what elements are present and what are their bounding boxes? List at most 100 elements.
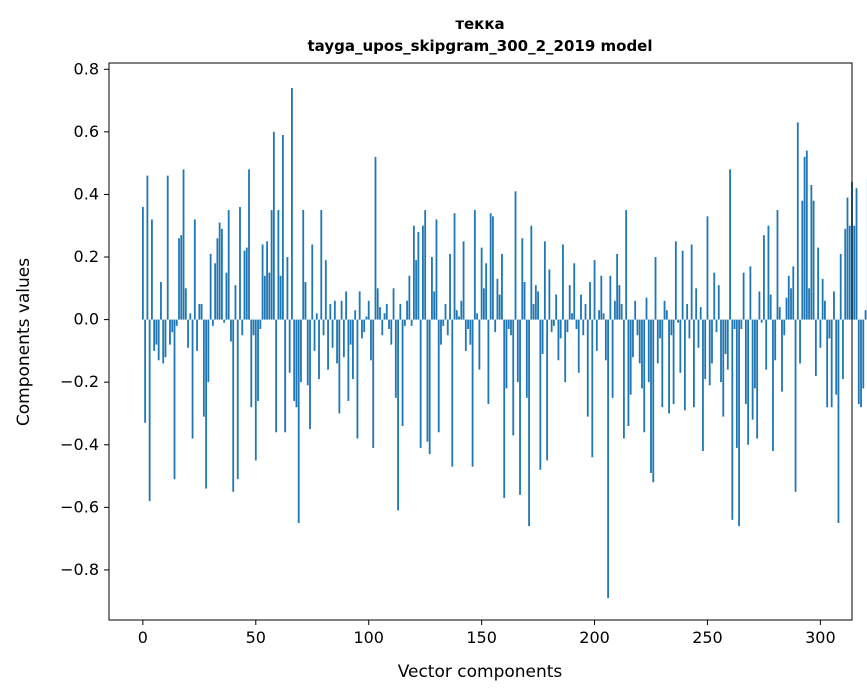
bar-272 [756, 319, 759, 439]
bar-15 [175, 319, 178, 326]
bar-147 [473, 210, 476, 320]
bar-159 [501, 253, 503, 320]
bar-319 [862, 319, 865, 389]
bar-53 [261, 244, 264, 320]
bar-134 [444, 303, 447, 320]
bar-202 [598, 310, 600, 320]
bar-104 [376, 288, 379, 320]
bar-75 [311, 244, 314, 320]
bar-299 [817, 247, 820, 320]
x-axis-label: Vector components [398, 662, 563, 682]
x-tick-label: 0 [138, 628, 148, 647]
bar-73 [306, 319, 309, 386]
bar-266 [742, 272, 745, 320]
bar-105 [379, 307, 381, 320]
bar-21 [189, 313, 192, 320]
bar-66 [291, 88, 293, 320]
bar-13 [171, 319, 174, 333]
bar-101 [370, 319, 372, 361]
bar-3 [148, 319, 151, 502]
bar-117 [406, 300, 409, 320]
bar-247 [699, 307, 702, 320]
bar-210 [616, 253, 619, 320]
bar-203 [600, 275, 603, 320]
bar-89 [342, 319, 345, 358]
bar-139 [455, 310, 458, 320]
bar-58 [272, 131, 275, 320]
bar-214 [625, 210, 628, 320]
bar-174 [534, 285, 537, 320]
bar-140 [458, 316, 460, 320]
bar-14 [173, 319, 176, 480]
bar-233 [668, 319, 670, 414]
bar-4 [151, 219, 153, 320]
bar-19 [184, 288, 187, 320]
bar-55 [266, 241, 268, 320]
bar-69 [297, 319, 300, 523]
bar-153 [487, 319, 490, 405]
bar-52 [259, 319, 262, 329]
bar-77 [315, 313, 318, 320]
bar-243 [690, 244, 693, 320]
bar-103 [374, 156, 377, 320]
y-tick-label: −0.8 [60, 560, 99, 579]
bar-268 [747, 319, 750, 445]
bar-165 [514, 191, 517, 320]
bar-208 [611, 319, 614, 398]
bar-112 [394, 319, 397, 398]
bar-164 [512, 319, 515, 436]
bar-200 [593, 260, 596, 320]
bar-189 [568, 285, 571, 320]
bar-7 [157, 319, 160, 361]
bar-267 [744, 319, 747, 405]
bar-303 [826, 319, 829, 408]
bar-107 [383, 313, 386, 320]
bar-6 [155, 319, 158, 345]
bar-183 [555, 294, 558, 320]
bar-259 [726, 319, 729, 370]
bar-192 [575, 319, 578, 329]
bar-98 [363, 319, 366, 333]
bar-193 [577, 319, 580, 373]
bar-154 [489, 213, 492, 320]
bar-2 [146, 175, 149, 320]
bar-309 [839, 253, 842, 320]
bar-172 [530, 225, 533, 320]
bar-308 [837, 319, 840, 523]
bar-249 [704, 319, 707, 380]
x-tick-label: 100 [353, 628, 384, 647]
bar-160 [503, 319, 506, 498]
bar-51 [257, 319, 259, 401]
bar-269 [749, 266, 752, 320]
bar-302 [824, 300, 826, 320]
bar-82 [327, 319, 329, 370]
bar-12 [169, 319, 171, 345]
bar-22 [191, 319, 194, 439]
bar-72 [304, 282, 307, 320]
bar-182 [552, 319, 555, 326]
bar-85 [333, 300, 336, 320]
y-tick-label: −0.2 [60, 372, 99, 391]
bar-246 [697, 319, 700, 348]
bar-127 [428, 319, 431, 455]
bar-241 [686, 303, 689, 320]
bar-138 [453, 213, 456, 320]
bar-158 [498, 294, 501, 320]
bar-162 [507, 319, 510, 329]
bar-30 [209, 253, 212, 320]
bar-280 [774, 319, 777, 361]
bar-119 [410, 319, 413, 326]
bar-92 [349, 319, 352, 345]
bar-36 [223, 319, 226, 323]
y-tick-label: 0.8 [74, 59, 99, 78]
bar-120 [412, 225, 415, 320]
bar-47 [248, 169, 250, 320]
bar-48 [250, 319, 253, 408]
x-tick-label: 200 [579, 628, 610, 647]
bar-5 [153, 319, 156, 351]
bar-197 [586, 319, 589, 417]
bar-114 [399, 303, 402, 320]
bar-25 [198, 303, 201, 320]
bar-42 [236, 319, 239, 480]
